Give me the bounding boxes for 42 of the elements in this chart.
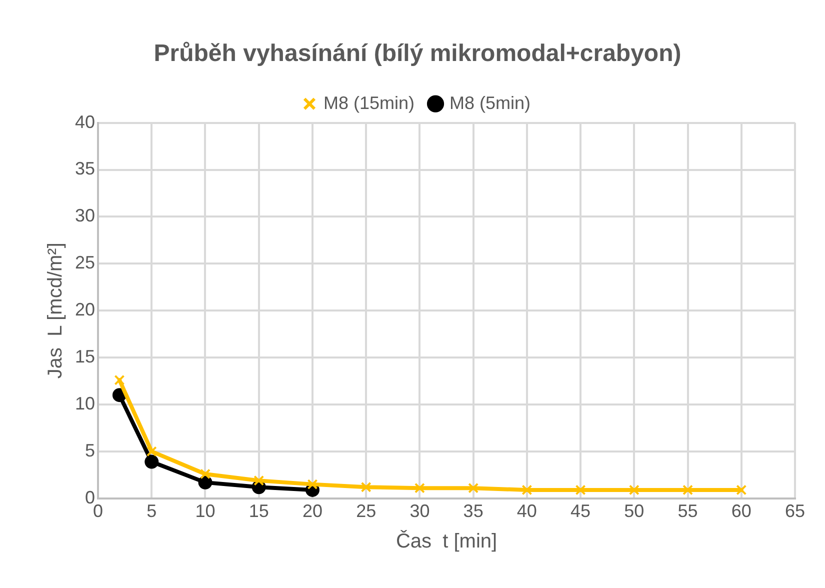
- point: [575, 484, 586, 496]
- x-tick-label: 55: [678, 501, 698, 522]
- x-tick-label: 10: [195, 501, 216, 522]
- point: [360, 482, 372, 492]
- y-tick-label: 25: [74, 252, 96, 273]
- y-tick-label: 20: [74, 300, 96, 320]
- point: [254, 475, 264, 486]
- chart-title: Průběh vyhasínání (bílý mikromodal+crabyon): [154, 40, 682, 68]
- x-tick-label: 5: [146, 501, 157, 522]
- point: [522, 484, 532, 496]
- y-tick-label: 10: [74, 393, 96, 414]
- y-tick-label: 0: [85, 487, 96, 508]
- x-axis-title: Čas t [min]: [396, 530, 498, 553]
- x-tick-label: 60: [731, 501, 752, 522]
- y-tick-label: 5: [85, 440, 96, 460]
- point: [198, 475, 212, 490]
- x-tick-label: 45: [570, 501, 591, 522]
- legend-label: M8 (15min): [323, 92, 415, 113]
- y-tick-label: 15: [74, 346, 96, 367]
- point: [414, 482, 425, 494]
- y-tick-label: 40: [74, 112, 96, 132]
- point: [682, 484, 694, 496]
- x-tick-label: 65: [784, 501, 806, 522]
- point: [736, 484, 747, 496]
- point: [200, 468, 210, 480]
- y-tick-label: 35: [74, 158, 96, 179]
- legend-label: M8 (5min): [450, 92, 531, 113]
- y-tick-label: 30: [74, 206, 96, 226]
- x-tick-label: 30: [410, 501, 430, 522]
- point: [628, 484, 640, 496]
- point: [468, 482, 479, 494]
- x-tick-label: 50: [624, 501, 644, 522]
- x-tick-label: 20: [302, 501, 322, 522]
- point: [307, 479, 318, 490]
- point: [146, 446, 157, 457]
- x-tick-label: 15: [248, 501, 269, 522]
- point: [144, 454, 159, 469]
- x-tick-label: 35: [463, 501, 484, 522]
- x-tick-label: 25: [356, 501, 376, 522]
- y-axis-title: Jas L [mcd/m²]: [44, 242, 67, 379]
- point: [114, 374, 125, 386]
- x-tick-label: 40: [516, 501, 537, 522]
